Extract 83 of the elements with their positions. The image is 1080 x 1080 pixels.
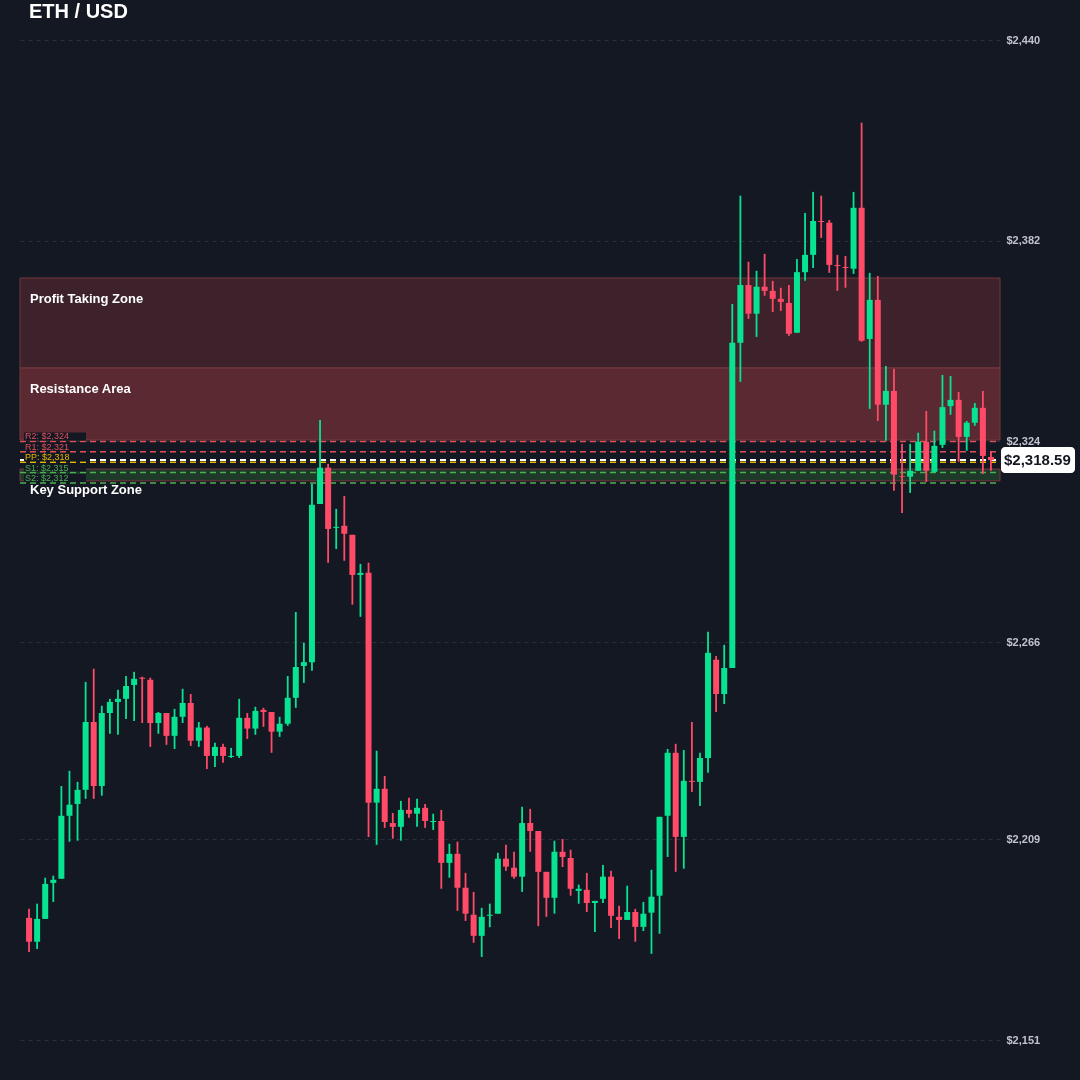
band-label: Profit Taking Zone — [30, 291, 144, 307]
candlestick — [26, 907, 33, 954]
band-label: Key Support Zone — [30, 482, 142, 498]
candlestick — [907, 442, 914, 494]
candlestick — [834, 253, 841, 292]
candlestick — [802, 212, 809, 282]
chart-title: ETH / USD — [29, 0, 128, 22]
candlestick — [583, 871, 590, 913]
candlestick — [559, 838, 566, 868]
y-tick-label: $2,266 — [1006, 635, 1041, 648]
ref-line-label: R2: $2,324 — [25, 431, 70, 442]
candlestick — [211, 741, 218, 768]
candlestick — [171, 707, 178, 750]
candlestick — [446, 842, 453, 879]
candlestick — [511, 850, 518, 880]
candlestick — [430, 812, 437, 831]
candlestick — [527, 807, 534, 853]
candlestick — [260, 706, 267, 728]
candlestick — [155, 711, 162, 735]
candlestick — [114, 688, 121, 736]
candlestick — [470, 891, 477, 944]
candlestick — [616, 904, 623, 940]
candlestick — [777, 286, 784, 312]
candlestick — [640, 901, 647, 932]
ref-line-label: PP: $2,318 — [25, 452, 70, 463]
candlestick — [139, 675, 146, 724]
ref-line-label: $2,318.59 — [1004, 451, 1071, 469]
candlestick — [163, 712, 170, 746]
candlestick — [228, 747, 235, 759]
candlestick — [300, 641, 307, 684]
candlestick — [220, 742, 227, 764]
candlestick — [389, 812, 396, 840]
candlestick — [244, 712, 251, 740]
candlestick — [899, 442, 906, 514]
y-tick-label: $2,382 — [1006, 234, 1041, 247]
y-tick-label: $2,151 — [1006, 1033, 1041, 1046]
candlestick — [947, 375, 954, 416]
candlestick — [502, 843, 509, 872]
candlestick — [648, 868, 655, 955]
candlestick — [195, 721, 202, 748]
candlestick — [123, 675, 130, 720]
candlestick — [971, 402, 978, 427]
ref-line-label: S2: $2,312 — [25, 472, 69, 483]
candlestick — [252, 705, 259, 736]
y-tick-label: $2,440 — [1006, 33, 1041, 46]
candlestick — [842, 255, 849, 289]
candlestick — [106, 697, 113, 735]
candlestick — [179, 687, 186, 724]
candlestick — [486, 902, 493, 929]
candlestick — [963, 420, 970, 452]
candlestick — [66, 769, 73, 843]
candlestick — [761, 252, 768, 297]
y-tick-label: $2,209 — [1006, 832, 1041, 845]
ref-line-label: R1: $2,321 — [25, 441, 70, 452]
candlestick — [268, 711, 275, 754]
candlestick — [575, 883, 582, 905]
candlestick — [987, 450, 994, 472]
candlestick — [405, 796, 412, 819]
candlestick — [624, 884, 631, 921]
candlestick — [696, 751, 703, 807]
candlestick — [341, 495, 348, 562]
candlestick — [34, 902, 41, 950]
candlestick — [422, 803, 429, 829]
ref-line-label: S1: $2,315 — [25, 462, 69, 473]
candlestick — [414, 797, 421, 828]
candlestick — [357, 562, 364, 618]
candlestick — [50, 874, 57, 903]
candlestick — [373, 749, 380, 846]
candlestick — [818, 194, 825, 239]
candlestick — [333, 507, 340, 550]
candlestick — [599, 864, 606, 904]
candlestick — [769, 279, 776, 313]
candlestick — [397, 800, 404, 842]
candlestick — [276, 715, 283, 738]
candlestick — [591, 900, 598, 933]
candlestick — [882, 365, 889, 442]
candlestick — [688, 721, 695, 793]
candlestick — [478, 906, 485, 958]
candlestick — [632, 907, 639, 943]
y-tick-label: $2,324 — [1006, 434, 1042, 447]
candlestick — [74, 780, 81, 842]
band-label: Resistance Area — [30, 381, 132, 397]
candlestick — [131, 670, 138, 722]
